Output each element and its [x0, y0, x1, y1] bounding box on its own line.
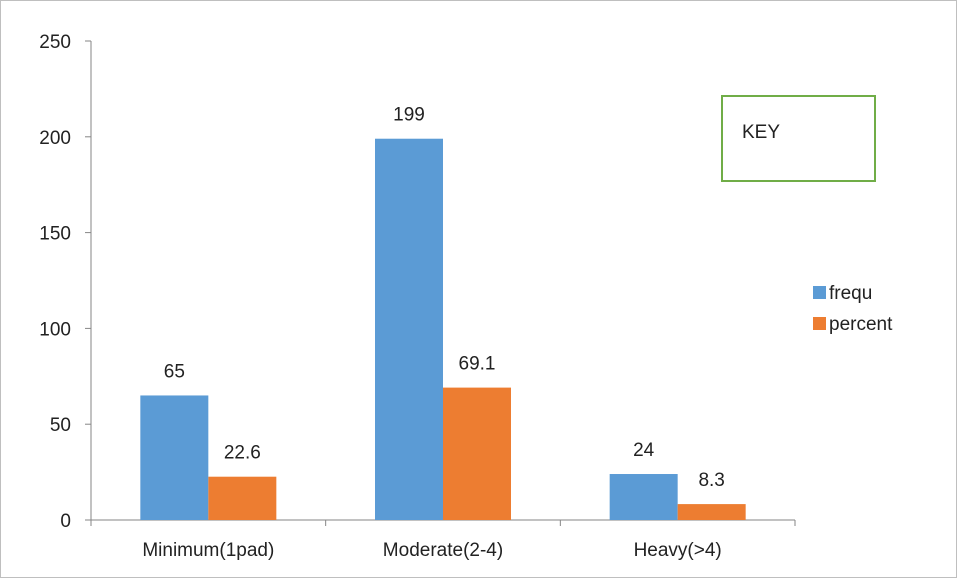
bar-frequ	[140, 395, 209, 520]
bar-frequ	[375, 138, 443, 520]
y-tick-label: 250	[39, 32, 71, 53]
data-label-frequ: 24	[633, 440, 655, 461]
data-label-percent: 69.1	[459, 354, 496, 375]
legend-swatch-percent	[813, 317, 826, 330]
legend: frequ percent	[813, 283, 893, 335]
x-category-label: Heavy(>4)	[634, 540, 722, 561]
legend-swatch-frequ	[813, 286, 826, 299]
legend-label-percent: percent	[829, 314, 893, 335]
bar-percent	[208, 476, 277, 520]
x-category-label: Moderate(2-4)	[383, 540, 503, 561]
y-tick-label: 100	[39, 319, 71, 340]
legend-label-frequ: frequ	[829, 283, 872, 304]
data-label-frequ: 199	[393, 105, 425, 126]
y-tick-label: 200	[39, 128, 71, 149]
bar-frequ	[609, 474, 678, 520]
key-box-text: KEY	[742, 122, 780, 143]
y-axis: 0 50 100 150 200 250	[39, 32, 92, 532]
bar-percent	[677, 504, 746, 520]
bars	[140, 138, 746, 520]
y-tick-label: 50	[50, 415, 71, 436]
key-annotation: KEY	[721, 95, 876, 182]
data-label-percent: 8.3	[698, 470, 724, 491]
y-tick-label: 0	[60, 511, 71, 532]
data-label-percent: 22.6	[224, 443, 261, 464]
y-tick-label: 150	[39, 224, 71, 245]
bar-data-labels: 65 22.6 199 69.1 24 8.3	[164, 105, 725, 491]
bar-percent	[443, 387, 511, 520]
key-box-border	[721, 95, 876, 182]
x-category-label: Minimum(1pad)	[142, 540, 274, 561]
data-label-frequ: 65	[164, 361, 185, 382]
